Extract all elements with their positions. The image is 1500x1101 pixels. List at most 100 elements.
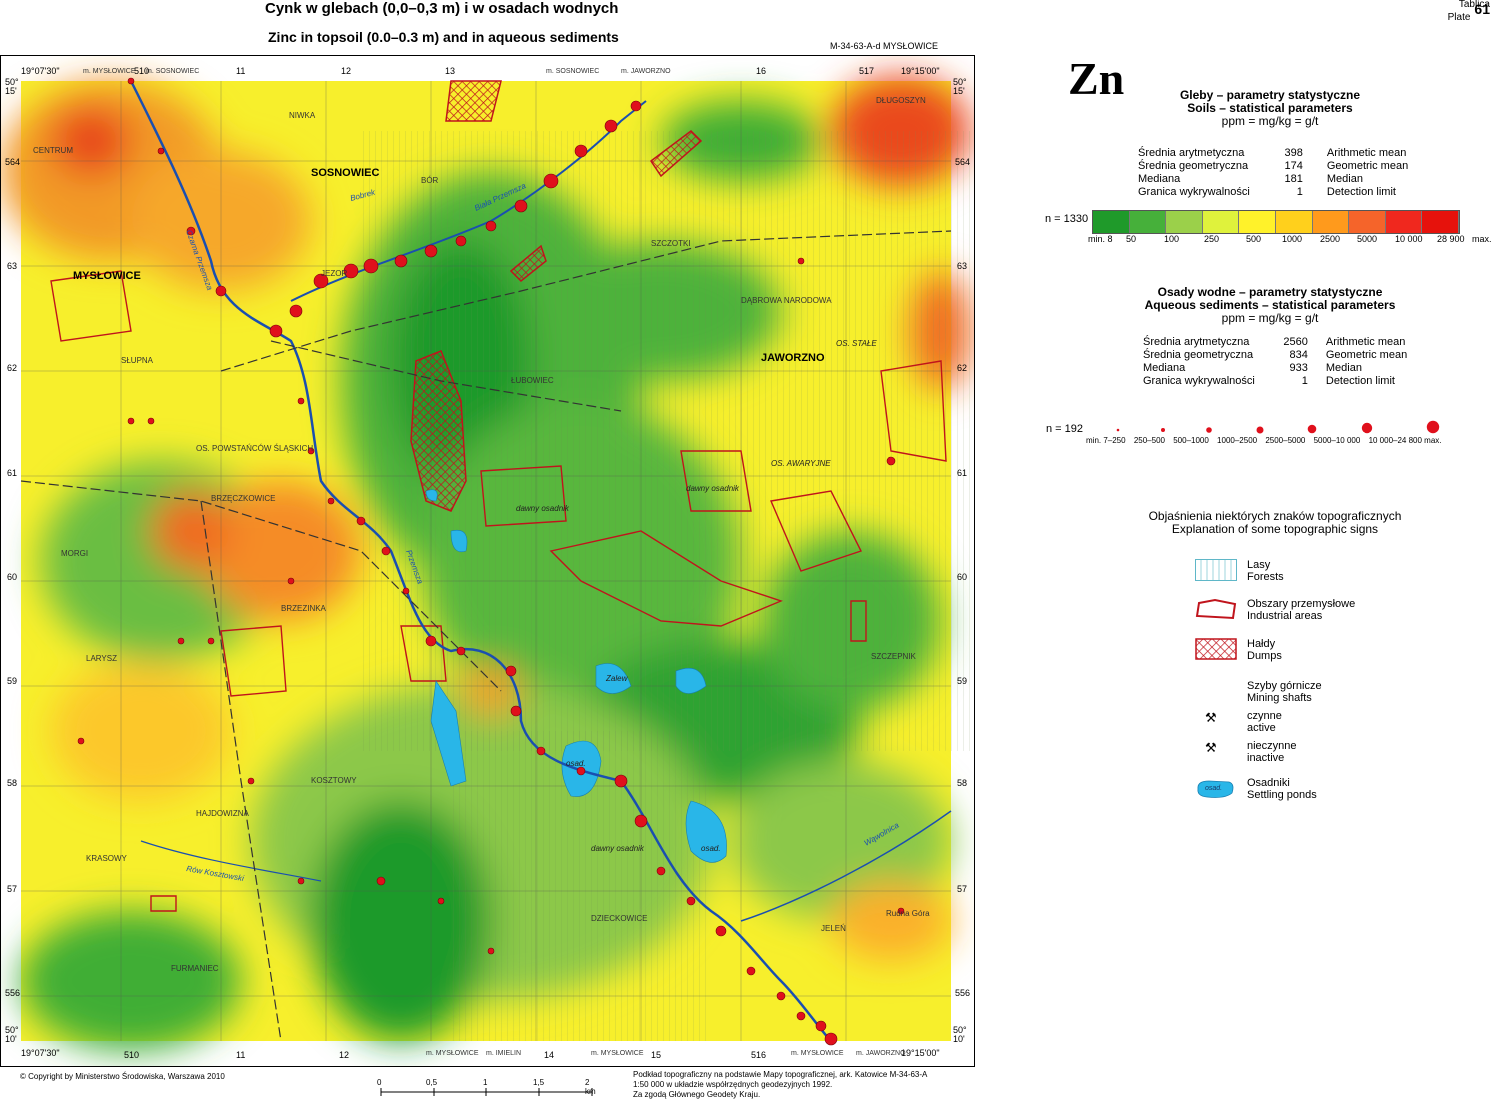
soil-scale-swatch: [1275, 211, 1313, 233]
industrial-area-icon: [1195, 598, 1237, 620]
corner-lon-bottom-right: 19°15'00": [901, 1048, 940, 1058]
scale-label: 1,5: [533, 1078, 545, 1087]
grid-label-bottom: 11: [236, 1050, 246, 1060]
sediments-n-label: n = 192: [1046, 423, 1084, 435]
settling-pond: [595, 663, 632, 694]
sediment-sample-dot[interactable]: [455, 235, 467, 247]
sediment-sample-dot[interactable]: [634, 814, 648, 828]
stats-row: Średnia arytmetyczna 2560 Arithmetic mean: [1143, 336, 1406, 348]
sediment-sample-dot[interactable]: [487, 947, 495, 955]
sediment-sample-dot[interactable]: [376, 876, 386, 886]
grid-label-right: 62: [957, 363, 968, 373]
plate-label-en: Plate: [1447, 12, 1471, 23]
railway-line: [270, 340, 622, 412]
place-label: DZIECKOWICE: [591, 914, 647, 923]
sediment-sample-dot[interactable]: [746, 966, 756, 976]
corner-lon-bottom-left: 19°07'30": [21, 1048, 60, 1058]
sediment-sample-dot[interactable]: [824, 1032, 838, 1046]
sediment-sample-dot[interactable]: [425, 635, 437, 647]
element-symbol: Zn: [1068, 53, 1125, 104]
place-label: JEZOR: [321, 269, 347, 278]
sediment-sample-dot[interactable]: [574, 144, 588, 158]
soil-scale-swatch: [1385, 211, 1423, 233]
legend-label-en: Settling ponds: [1247, 789, 1317, 801]
sediment-sample-dot[interactable]: [343, 263, 359, 279]
sediment-sample-dot[interactable]: [505, 665, 517, 677]
map-title-polish: Cynk w glebach (0,0–0,3 m) i w osadach w…: [265, 0, 619, 17]
scale-label: max.: [1472, 234, 1492, 244]
sediment-sample-dot[interactable]: [186, 226, 196, 236]
place-label: osad.: [566, 759, 586, 768]
corner-lon-top-right: 19°15'00": [901, 66, 940, 76]
sediment-sample-dot[interactable]: [576, 766, 586, 776]
sediment-sample-dot[interactable]: [381, 546, 391, 556]
sediment-sample-dot[interactable]: [207, 637, 215, 645]
sediment-class-label: 250–500: [1133, 436, 1165, 445]
legend-label-en: Industrial areas: [1247, 610, 1323, 622]
sediment-sample-dot[interactable]: [485, 220, 497, 232]
sediment-sample-dot[interactable]: [536, 746, 546, 756]
sediment-sample-dot[interactable]: [456, 646, 466, 656]
sediment-sample-dot[interactable]: [327, 497, 335, 505]
sediment-sample-dot[interactable]: [797, 257, 805, 265]
sediment-sample-dot[interactable]: [297, 397, 305, 405]
sediment-sample-dot[interactable]: [287, 577, 295, 585]
sediment-sample-dot[interactable]: [394, 254, 408, 268]
sediment-sample-dot[interactable]: [543, 173, 559, 189]
grid-label-left: 57: [7, 884, 18, 894]
settling-pond: [450, 529, 468, 553]
sediment-sample-dot[interactable]: [656, 866, 666, 876]
industrial-area: [549, 530, 783, 627]
sediment-sample-dot[interactable]: [796, 1011, 806, 1021]
place-label: ŁUBOWIEC: [511, 376, 554, 385]
place-label: Zalew: [605, 674, 629, 683]
sediment-sample-dot[interactable]: [215, 285, 227, 297]
sediment-sample-dot[interactable]: [127, 77, 135, 85]
sediment-sample-dot[interactable]: [715, 925, 727, 937]
sediment-sample-dot[interactable]: [269, 324, 283, 338]
sediment-sample-dot[interactable]: [437, 897, 445, 905]
sediment-sample-dot[interactable]: [630, 100, 642, 112]
sediment-sample-dot[interactable]: [897, 907, 905, 915]
sediment-sample-dot[interactable]: [363, 258, 379, 274]
scale-label: 0,5: [426, 1078, 438, 1087]
sediment-sample-dot[interactable]: [686, 896, 696, 906]
zinc-concentration-map[interactable]: MYSŁOWICE SOSNOWIEC JAWORZNO CENTRUM NIW…: [1, 56, 974, 1066]
sediment-sample-dot[interactable]: [313, 273, 329, 289]
sediment-sample-dot[interactable]: [604, 119, 618, 133]
sediment-sample-dot[interactable]: [424, 244, 438, 258]
dump-icon: [1195, 638, 1237, 660]
soil-zone-mid-green: [21, 911, 241, 1051]
grid-label-bottom: 14: [544, 1050, 555, 1060]
lat-top-left: 50° 15': [5, 77, 19, 96]
sediment-sample-dot[interactable]: [247, 777, 255, 785]
sediment-sample-dot[interactable]: [402, 587, 410, 595]
sediment-sample-dot[interactable]: [177, 637, 185, 645]
sediment-sample-dot[interactable]: [356, 516, 366, 526]
sediment-sample-dot[interactable]: [510, 705, 522, 717]
soil-scale-swatch: [1202, 211, 1240, 233]
sediment-sample-dot[interactable]: [77, 737, 85, 745]
sediment-sample-dot[interactable]: [289, 304, 303, 318]
sediment-sample-dot[interactable]: [514, 199, 528, 213]
sediment-sample-dot[interactable]: [297, 877, 305, 885]
soils-scale-labels: min. 8 50 100 250 500 1000 2500 5000 10 …: [1088, 234, 1500, 248]
soil-scale-swatch: [1312, 211, 1350, 233]
sediment-sample-dot[interactable]: [776, 991, 786, 1001]
active-shaft-icon: ⚒: [1205, 710, 1217, 725]
industrial-area: [680, 450, 752, 512]
sediment-sample-dot[interactable]: [147, 417, 155, 425]
sediment-sample-dot[interactable]: [815, 1020, 827, 1032]
scale-label: 500: [1246, 234, 1262, 244]
map-frame[interactable]: MYSŁOWICE SOSNOWIEC JAWORZNO CENTRUM NIW…: [0, 55, 975, 1067]
settling-pond-icon: osad.: [1195, 779, 1235, 799]
sediment-class-dot: [1256, 426, 1264, 434]
place-label: FURMANIEC: [171, 964, 219, 973]
sediment-sample-dot[interactable]: [157, 147, 165, 155]
sediment-sample-dot[interactable]: [886, 456, 896, 466]
grid-label-right: 63: [957, 261, 968, 271]
sediment-sample-dot[interactable]: [127, 417, 135, 425]
sediment-sample-dot[interactable]: [307, 447, 315, 455]
sediment-sample-dot[interactable]: [614, 774, 628, 788]
neighbor-label: m. JAWORZNO: [856, 1050, 906, 1057]
